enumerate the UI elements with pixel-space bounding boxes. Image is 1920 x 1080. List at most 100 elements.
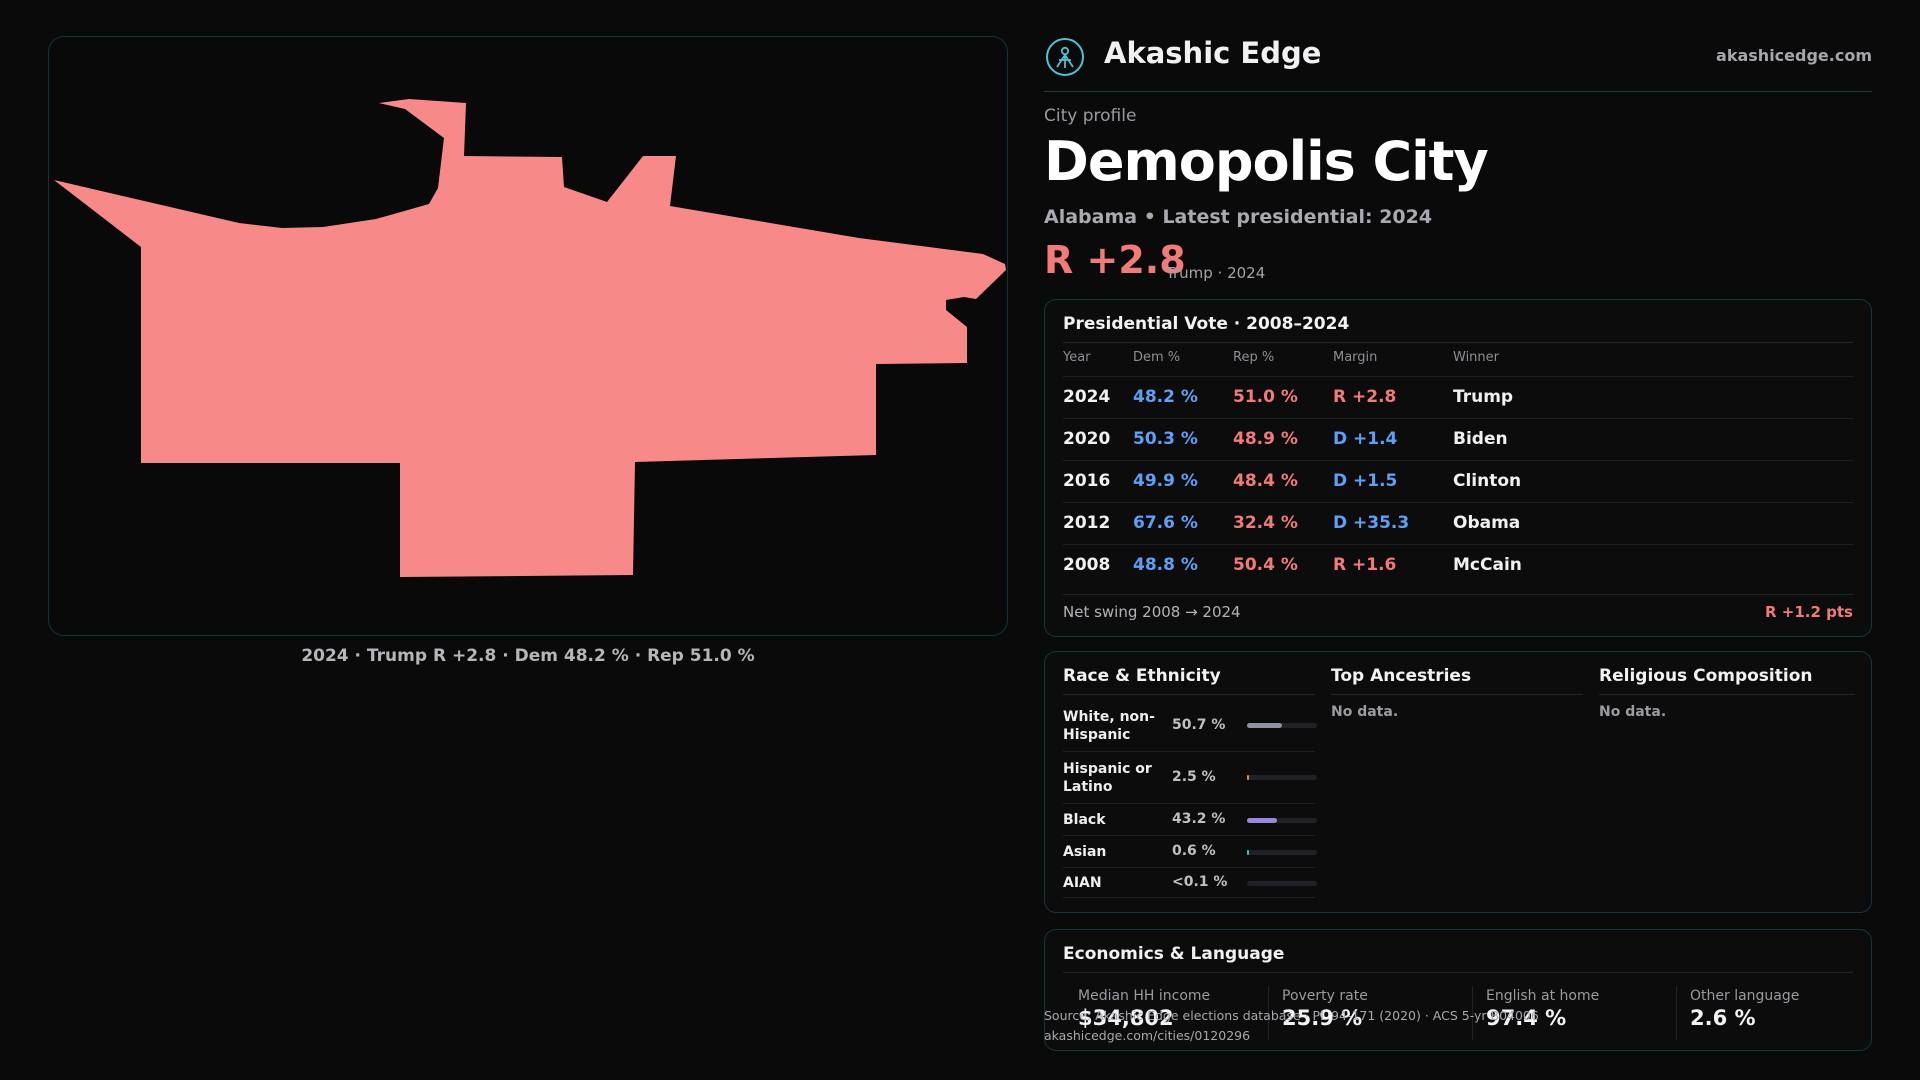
race-label: Asian — [1063, 844, 1107, 860]
header-winner: Winner — [1453, 350, 1500, 365]
stat-label: Poverty rate — [1282, 988, 1368, 1004]
divider — [1063, 342, 1853, 343]
row-winner: Trump — [1453, 387, 1514, 407]
source-note: Source: Akashic Edge elections database … — [1044, 1006, 1539, 1046]
no-data-text: No data. — [1599, 704, 1667, 720]
row-year: 2012 — [1063, 513, 1111, 533]
brand-logo-icon — [1046, 38, 1084, 76]
table-row: 2008 48.8 % 50.4 % R +1.6 McCain — [1063, 544, 1853, 586]
source-url-link[interactable]: akashicedge.com/cities/0120296 — [1044, 1028, 1251, 1043]
race-value: 2.5 % — [1172, 769, 1216, 785]
stat-value: $34,802 — [1078, 1006, 1174, 1030]
city-boundary-shape[interactable] — [54, 99, 1006, 577]
row-dem: 67.6 % — [1133, 513, 1198, 533]
race-value: 43.2 % — [1172, 811, 1226, 827]
table-row: 2020 50.3 % 48.9 % D +1.4 Biden — [1063, 418, 1853, 460]
race-label: Black — [1063, 812, 1106, 828]
header-dem: Dem % — [1133, 350, 1181, 365]
card-title: Presidential Vote · 2008–2024 — [1063, 314, 1350, 334]
table-row: 2016 49.9 % 48.4 % D +1.5 Clinton — [1063, 460, 1853, 502]
row-year: 2016 — [1063, 471, 1111, 491]
row-year: 2024 — [1063, 387, 1111, 407]
religion-section: Religious Composition No data. — [1599, 652, 1855, 914]
row-dem: 49.9 % — [1133, 471, 1198, 491]
presidential-vote-card: Presidential Vote · 2008–2024 Year Dem %… — [1044, 299, 1872, 637]
row-margin: R +1.6 — [1333, 555, 1397, 575]
row-year: 2008 — [1063, 555, 1111, 575]
brand-header: Akashic Edge akashicedge.com — [1044, 36, 1872, 92]
row-rep: 48.9 % — [1233, 429, 1298, 449]
stat-value: 97.4 % — [1486, 1006, 1567, 1030]
row-winner: Clinton — [1453, 471, 1522, 491]
race-row: Asian 0.6 % — [1063, 836, 1317, 868]
headline-margin-detail: Trump · 2024 — [1166, 264, 1266, 282]
row-rep: 51.0 % — [1233, 387, 1298, 407]
race-bar-track — [1247, 881, 1317, 886]
race-row: Hispanic or Latino 2.5 % — [1063, 752, 1317, 804]
row-margin: D +1.5 — [1333, 471, 1398, 491]
section-title: Religious Composition — [1599, 666, 1813, 686]
race-row: Black 43.2 % — [1063, 804, 1317, 836]
race-label: AIAN — [1063, 875, 1102, 891]
map-caption: 2024 · Trump R +2.8 · Dem 48.2 % · Rep 5… — [301, 646, 755, 666]
row-margin: D +35.3 — [1333, 513, 1410, 533]
row-margin: D +1.4 — [1333, 429, 1398, 449]
stat-label: English at home — [1486, 988, 1600, 1004]
row-dem: 48.8 % — [1133, 555, 1198, 575]
brand-url-link[interactable]: akashicedge.com — [1716, 46, 1872, 65]
header-rep: Rep % — [1233, 350, 1275, 365]
stat-label: Other language — [1690, 988, 1800, 1004]
race-bar-track — [1247, 723, 1317, 728]
city-boundary-map — [54, 99, 1006, 577]
divider — [1063, 694, 1315, 695]
vote-table-header: Year Dem % Rep % Margin Winner — [1063, 350, 1853, 374]
stat-value: 2.6 % — [1690, 1006, 1756, 1030]
row-dem: 48.2 % — [1133, 387, 1198, 407]
table-row: 2012 67.6 % 32.4 % D +35.3 Obama — [1063, 502, 1853, 544]
ancestries-section: Top Ancestries No data. — [1331, 652, 1583, 914]
net-swing-value: R +1.2 pts — [1765, 603, 1853, 621]
race-bar-fill — [1247, 775, 1249, 780]
row-winner: McCain — [1453, 555, 1522, 575]
page-eyebrow: City profile — [1044, 106, 1137, 126]
race-bar-track — [1247, 775, 1317, 780]
header-year: Year — [1063, 350, 1091, 365]
race-bar-fill — [1247, 818, 1278, 823]
demographics-card: Race & Ethnicity White, non-Hispanic 50.… — [1044, 651, 1872, 913]
table-row: 2024 48.2 % 51.0 % R +2.8 Trump — [1063, 376, 1853, 418]
race-bar-fill — [1247, 723, 1283, 728]
section-title: Race & Ethnicity — [1063, 666, 1221, 686]
headline-margin: R +2.8 — [1044, 238, 1186, 282]
race-value: <0.1 % — [1172, 874, 1228, 890]
row-rep: 48.4 % — [1233, 471, 1298, 491]
row-margin: R +2.8 — [1333, 387, 1397, 407]
row-winner: Biden — [1453, 429, 1508, 449]
race-value: 0.6 % — [1172, 843, 1216, 859]
race-ethnicity-section: Race & Ethnicity White, non-Hispanic 50.… — [1063, 652, 1317, 914]
page-subtitle: Alabama • Latest presidential: 2024 — [1044, 206, 1433, 228]
row-year: 2020 — [1063, 429, 1111, 449]
row-rep: 50.4 % — [1233, 555, 1298, 575]
row-dem: 50.3 % — [1133, 429, 1198, 449]
race-bar-fill — [1247, 850, 1249, 855]
card-title: Economics & Language — [1063, 944, 1285, 964]
page-title: Demopolis City — [1044, 130, 1489, 193]
stat-value: 25.9 % — [1282, 1006, 1363, 1030]
race-label: Hispanic or Latino — [1063, 761, 1152, 795]
row-winner: Obama — [1453, 513, 1521, 533]
race-row: White, non-Hispanic 50.7 % — [1063, 704, 1317, 752]
race-label: White, non-Hispanic — [1063, 709, 1155, 743]
brand-name: Akashic Edge — [1104, 36, 1322, 70]
divider — [1063, 972, 1853, 973]
section-title: Top Ancestries — [1331, 666, 1472, 686]
race-value: 50.7 % — [1172, 717, 1226, 733]
race-row: AIAN <0.1 % — [1063, 868, 1317, 898]
economics-card: Economics & Language Median HH income $3… — [1044, 929, 1872, 1051]
no-data-text: No data. — [1331, 704, 1399, 720]
brand-logo-glyph — [1056, 46, 1074, 68]
divider — [1676, 986, 1677, 1040]
race-bar-track — [1247, 850, 1317, 855]
stat-label: Median HH income — [1078, 988, 1211, 1004]
row-rep: 32.4 % — [1233, 513, 1298, 533]
divider — [1331, 694, 1583, 695]
